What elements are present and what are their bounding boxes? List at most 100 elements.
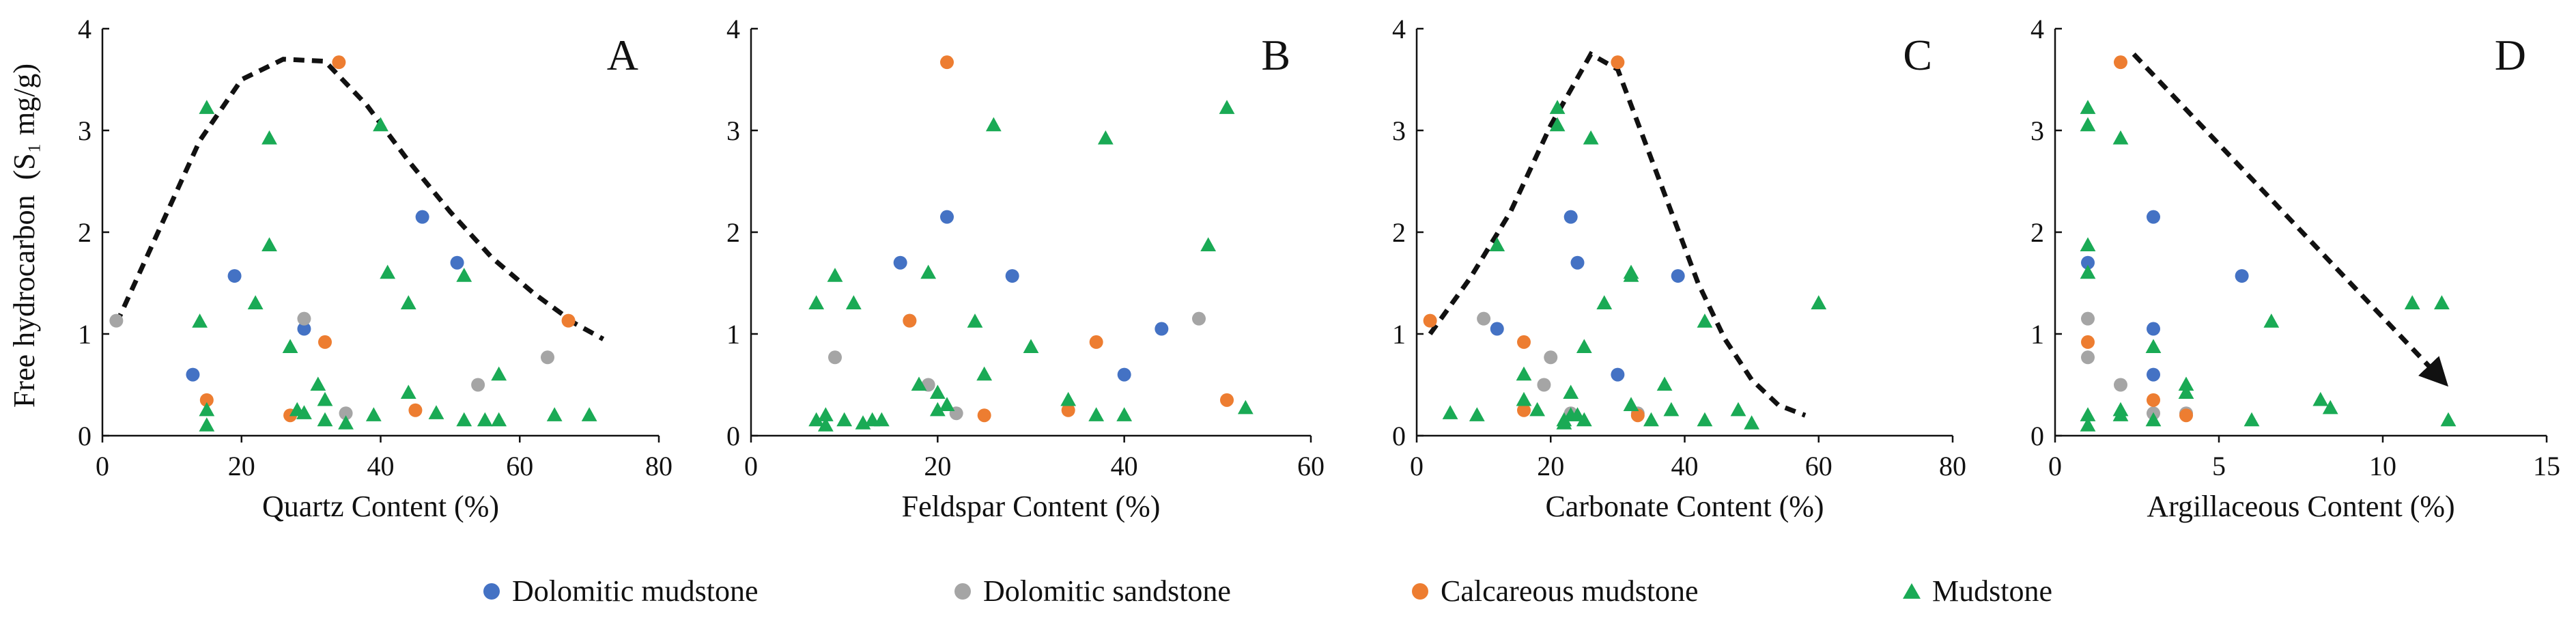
data-point-dolomitic-mudstone [2147, 322, 2160, 336]
data-point-mudstone [1744, 415, 1760, 430]
data-point-mudstone [1563, 384, 1579, 399]
data-point-calcareous-mudstone [2179, 408, 2193, 423]
data-point-mudstone [1576, 412, 1592, 427]
data-point-mudstone [1237, 399, 1254, 415]
x-axis-title: Quartz Content (%) [262, 490, 499, 523]
y-tick-label: 2 [78, 217, 91, 248]
legend: Dolomitic mudstone Dolomitic sandstone Cal… [483, 574, 2052, 608]
data-point-dolomitic-mudstone [2147, 210, 2160, 224]
data-point-mudstone [2145, 339, 2162, 354]
data-point-dolomitic-mudstone [450, 255, 464, 270]
data-point-mudstone [1088, 407, 1105, 421]
data-point-mudstone [1811, 295, 1827, 309]
data-point-mudstone [817, 407, 834, 421]
data-point-mudstone [380, 264, 396, 279]
data-point-mudstone [2434, 295, 2450, 309]
data-point-mudstone [546, 407, 563, 421]
data-point-mudstone [1442, 405, 1458, 419]
y-tick-label: 0 [1392, 421, 1406, 451]
data-point-mudstone [1219, 100, 1235, 114]
data-point-mudstone [296, 405, 312, 419]
panel-letter: C [1903, 31, 1932, 79]
data-point-mudstone [2080, 100, 2096, 114]
data-point-mudstone [1200, 237, 1217, 252]
x-tick-label: 60 [506, 451, 533, 481]
data-point-dolomitic-sandstone [541, 350, 554, 365]
data-point-mudstone [400, 384, 416, 399]
legend-marker [954, 583, 971, 600]
legend-item-dolomitic-sandstone: Dolomitic sandstone [954, 574, 1231, 608]
y-tick-label: 4 [78, 14, 91, 44]
x-tick-label: 20 [924, 451, 951, 481]
data-point-dolomitic-sandstone [109, 313, 124, 328]
data-point-mudstone [808, 412, 825, 427]
data-point-mudstone [2080, 117, 2096, 132]
data-point-mudstone [338, 415, 354, 430]
legend-label: Calcareous mudstone [1441, 574, 1699, 608]
x-tick-label: 5 [2212, 451, 2226, 481]
data-point-mudstone [1656, 376, 1673, 391]
x-tick-label: 80 [645, 451, 673, 481]
trend-line [114, 57, 605, 341]
panel-letter: A [607, 31, 638, 79]
y-tick-label: 1 [78, 319, 91, 350]
data-point-dolomitic-mudstone [415, 210, 429, 224]
data-point-mudstone [2080, 417, 2096, 432]
data-point-mudstone [2263, 313, 2280, 328]
trend-line [1428, 51, 1807, 418]
data-point-mudstone [491, 412, 507, 427]
data-point-mudstone [199, 417, 215, 432]
y-tick-label: 4 [726, 14, 740, 44]
y-tick-label: 3 [78, 115, 91, 146]
legend-label: Dolomitic mudstone [512, 574, 759, 608]
data-point-mudstone [929, 402, 946, 417]
data-point-mudstone [2080, 264, 2096, 279]
data-point-dolomitic-sandstone [471, 378, 485, 392]
y-tick-label: 1 [726, 319, 740, 350]
data-point-dolomitic-mudstone [2235, 269, 2249, 283]
data-point-mudstone [1730, 402, 1746, 417]
data-point-mudstone [2112, 130, 2129, 145]
data-point-dolomitic-sandstone [1544, 350, 1558, 365]
data-point-calcareous-mudstone [977, 408, 991, 423]
data-point-mudstone [873, 412, 890, 427]
data-point-mudstone [911, 376, 927, 391]
data-point-mudstone [199, 402, 215, 417]
x-tick-label: 40 [1671, 451, 1699, 481]
data-point-dolomitic-sandstone [2081, 311, 2095, 326]
data-point-mudstone [317, 412, 333, 427]
data-point-mudstone [1116, 407, 1133, 421]
data-point-dolomitic-sandstone [2114, 378, 2127, 392]
data-point-calcareous-mudstone [199, 393, 214, 407]
data-point-mudstone [456, 268, 472, 282]
x-tick-label: 40 [1111, 451, 1138, 481]
data-point-mudstone [1549, 117, 1566, 132]
y-tick-label: 2 [726, 217, 740, 248]
data-point-mudstone [2322, 399, 2338, 415]
data-point-dolomitic-sandstone [1192, 311, 1206, 326]
x-tick-label: 0 [744, 451, 758, 481]
data-point-mudstone [976, 366, 993, 381]
data-point-dolomitic-sandstone [339, 406, 353, 421]
data-point-mudstone [2080, 407, 2096, 421]
data-point-mudstone [2312, 391, 2329, 406]
data-point-calcareous-mudstone [1517, 403, 1531, 417]
data-point-mudstone [2244, 412, 2260, 427]
data-point-mudstone [247, 295, 264, 309]
y-tick-label: 3 [1392, 115, 1406, 146]
x-tick-label: 15 [2533, 451, 2560, 481]
data-point-dolomitic-mudstone [1611, 367, 1625, 382]
data-point-mudstone [827, 268, 843, 282]
legend-item-calcareous-mudstone: Calcareous mudstone [1412, 574, 1699, 608]
data-point-mudstone [1697, 412, 1713, 427]
data-point-mudstone [1663, 402, 1680, 417]
x-tick-label: 0 [1410, 451, 1424, 481]
legend-marker [483, 583, 500, 600]
data-point-dolomitic-mudstone [297, 322, 311, 336]
legend-label: Mudstone [1932, 574, 2052, 608]
data-point-mudstone [2178, 376, 2194, 391]
data-point-mudstone [261, 130, 277, 145]
data-point-mudstone [373, 117, 388, 132]
data-point-mudstone [939, 397, 955, 411]
